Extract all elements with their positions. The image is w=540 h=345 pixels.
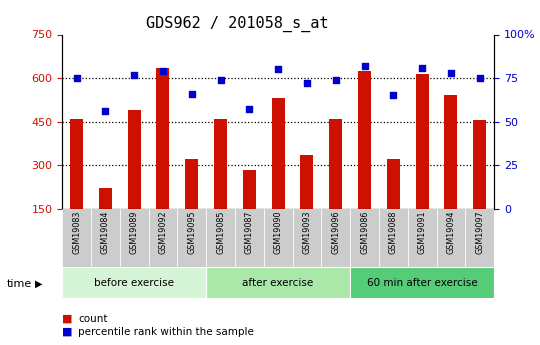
Bar [387,159,400,209]
Bar [235,209,264,267]
Point [130,72,138,77]
Point [274,67,282,72]
Bar [379,209,408,267]
Text: percentile rank within the sample: percentile rank within the sample [78,327,254,337]
Text: GSM19085: GSM19085 [216,210,225,254]
Text: GSM19086: GSM19086 [360,210,369,254]
Bar [91,209,120,267]
Text: GSM19097: GSM19097 [475,210,484,254]
Bar [99,188,112,209]
Point [447,70,455,76]
Point [245,107,254,112]
Bar [177,209,206,267]
Bar [293,209,321,267]
Bar [62,267,206,298]
Text: 60 min after exercise: 60 min after exercise [367,278,477,288]
Text: GSM19093: GSM19093 [302,210,312,254]
Point [389,93,397,98]
Point [418,65,427,70]
Bar [157,68,170,209]
Bar [185,159,198,209]
Text: GSM19087: GSM19087 [245,210,254,254]
Bar [465,209,494,267]
Text: ▶: ▶ [35,279,43,288]
Point [159,68,167,74]
Bar [62,209,91,267]
Bar [300,155,313,209]
Bar [473,120,486,209]
Text: GSM19083: GSM19083 [72,210,81,254]
Point [360,63,369,69]
Point [332,77,340,82]
Bar [127,110,140,209]
Bar [321,209,350,267]
Bar [416,74,429,209]
Text: GSM19092: GSM19092 [158,210,167,254]
Bar [206,209,235,267]
Bar [214,119,227,209]
Text: before exercise: before exercise [94,278,174,288]
Bar [358,71,371,209]
Text: ■: ■ [62,314,72,324]
Point [72,75,81,81]
Bar [350,209,379,267]
Text: ■: ■ [62,327,72,337]
Text: GSM19096: GSM19096 [331,210,340,254]
Text: GSM19094: GSM19094 [447,210,455,254]
Bar [350,267,494,298]
Bar [408,209,436,267]
Bar [243,169,256,209]
Bar [206,267,350,298]
Text: GSM19095: GSM19095 [187,210,196,254]
Bar [264,209,293,267]
Text: count: count [78,314,108,324]
Point [187,91,196,97]
Text: GSM19088: GSM19088 [389,210,398,254]
Bar [436,209,465,267]
Point [475,75,484,81]
Bar [70,119,83,209]
Text: GSM19089: GSM19089 [130,210,139,254]
Text: after exercise: after exercise [242,278,314,288]
Text: time: time [6,279,32,288]
Bar [148,209,177,267]
Bar [444,96,457,209]
Bar [120,209,148,267]
Point [302,80,311,86]
Text: GSM19090: GSM19090 [274,210,282,254]
Point [216,77,225,82]
Bar [329,119,342,209]
Text: GDS962 / 201058_s_at: GDS962 / 201058_s_at [146,16,329,32]
Text: GSM19084: GSM19084 [101,210,110,254]
Bar [272,98,285,209]
Point [101,108,110,114]
Text: GSM19091: GSM19091 [417,210,427,254]
